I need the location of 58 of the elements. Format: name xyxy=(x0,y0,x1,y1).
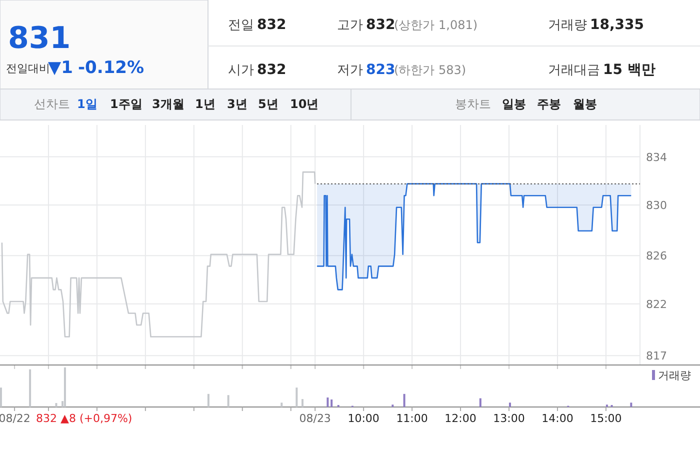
text: 거래대금 xyxy=(548,63,600,78)
text: 일봉 xyxy=(502,97,526,111)
text: 1년 xyxy=(195,97,216,111)
y-tick-label: 822 xyxy=(646,298,667,311)
text: 저가 xyxy=(337,63,363,78)
text: 5년 xyxy=(258,97,278,111)
bar xyxy=(296,388,298,407)
text: 831 xyxy=(8,21,71,56)
text: 823 xyxy=(366,62,396,78)
text: 3개월 xyxy=(152,97,184,111)
text: 선차트 xyxy=(34,97,70,111)
text: 832 xyxy=(257,17,286,33)
text: 10년 xyxy=(290,97,319,111)
bar xyxy=(479,398,482,407)
text: 832 xyxy=(257,62,286,78)
bar xyxy=(326,397,329,407)
bar xyxy=(207,394,210,407)
text: (상한가 1,081) xyxy=(394,18,478,32)
bar xyxy=(0,388,2,407)
x-tick-label: 13:00 xyxy=(493,412,525,425)
bar xyxy=(301,399,304,407)
bar xyxy=(227,395,230,407)
text: (하한가 583) xyxy=(394,63,466,77)
x-tick-label: 12:00 xyxy=(444,412,476,425)
bar xyxy=(403,394,406,407)
bar xyxy=(55,403,58,407)
text: 15 백만 xyxy=(603,62,656,78)
text: 시가 xyxy=(228,63,254,78)
y-tick-label: 817 xyxy=(646,350,667,363)
legend-label: 거래량 xyxy=(658,369,691,382)
text: 주봉 xyxy=(537,97,561,111)
y-tick-label: 830 xyxy=(646,199,667,212)
text: 832 ▲8 (+0,97%) xyxy=(36,412,132,425)
x-tick-label: 10:00 xyxy=(348,412,380,425)
x-tick-label: 14:00 xyxy=(542,412,574,425)
text: ▼1 xyxy=(48,58,73,78)
y-tick-label: 834 xyxy=(646,150,667,164)
bar xyxy=(29,369,32,407)
text: 전일 xyxy=(228,18,254,33)
bar xyxy=(508,402,511,407)
text: 3년 xyxy=(227,97,248,111)
text: -0.12% xyxy=(78,58,144,78)
x-tick-label: 11:00 xyxy=(396,412,428,425)
text: 1일 xyxy=(77,97,98,111)
line-series xyxy=(1,171,316,338)
text: 월봉 xyxy=(573,97,597,111)
bar xyxy=(330,399,333,407)
text: 거래량 xyxy=(548,18,587,33)
text: 1주일 xyxy=(110,97,142,111)
y-tick-label: 826 xyxy=(646,250,667,263)
text: 고가 xyxy=(337,18,363,33)
bar xyxy=(280,402,283,407)
x-tick-label: 15:00 xyxy=(590,412,622,425)
x-tick-label: 08/23 xyxy=(299,412,331,425)
text: 832 xyxy=(366,17,396,33)
text: 18,335 xyxy=(590,17,644,33)
text: 봉차트 xyxy=(455,97,491,111)
bar xyxy=(630,402,632,407)
